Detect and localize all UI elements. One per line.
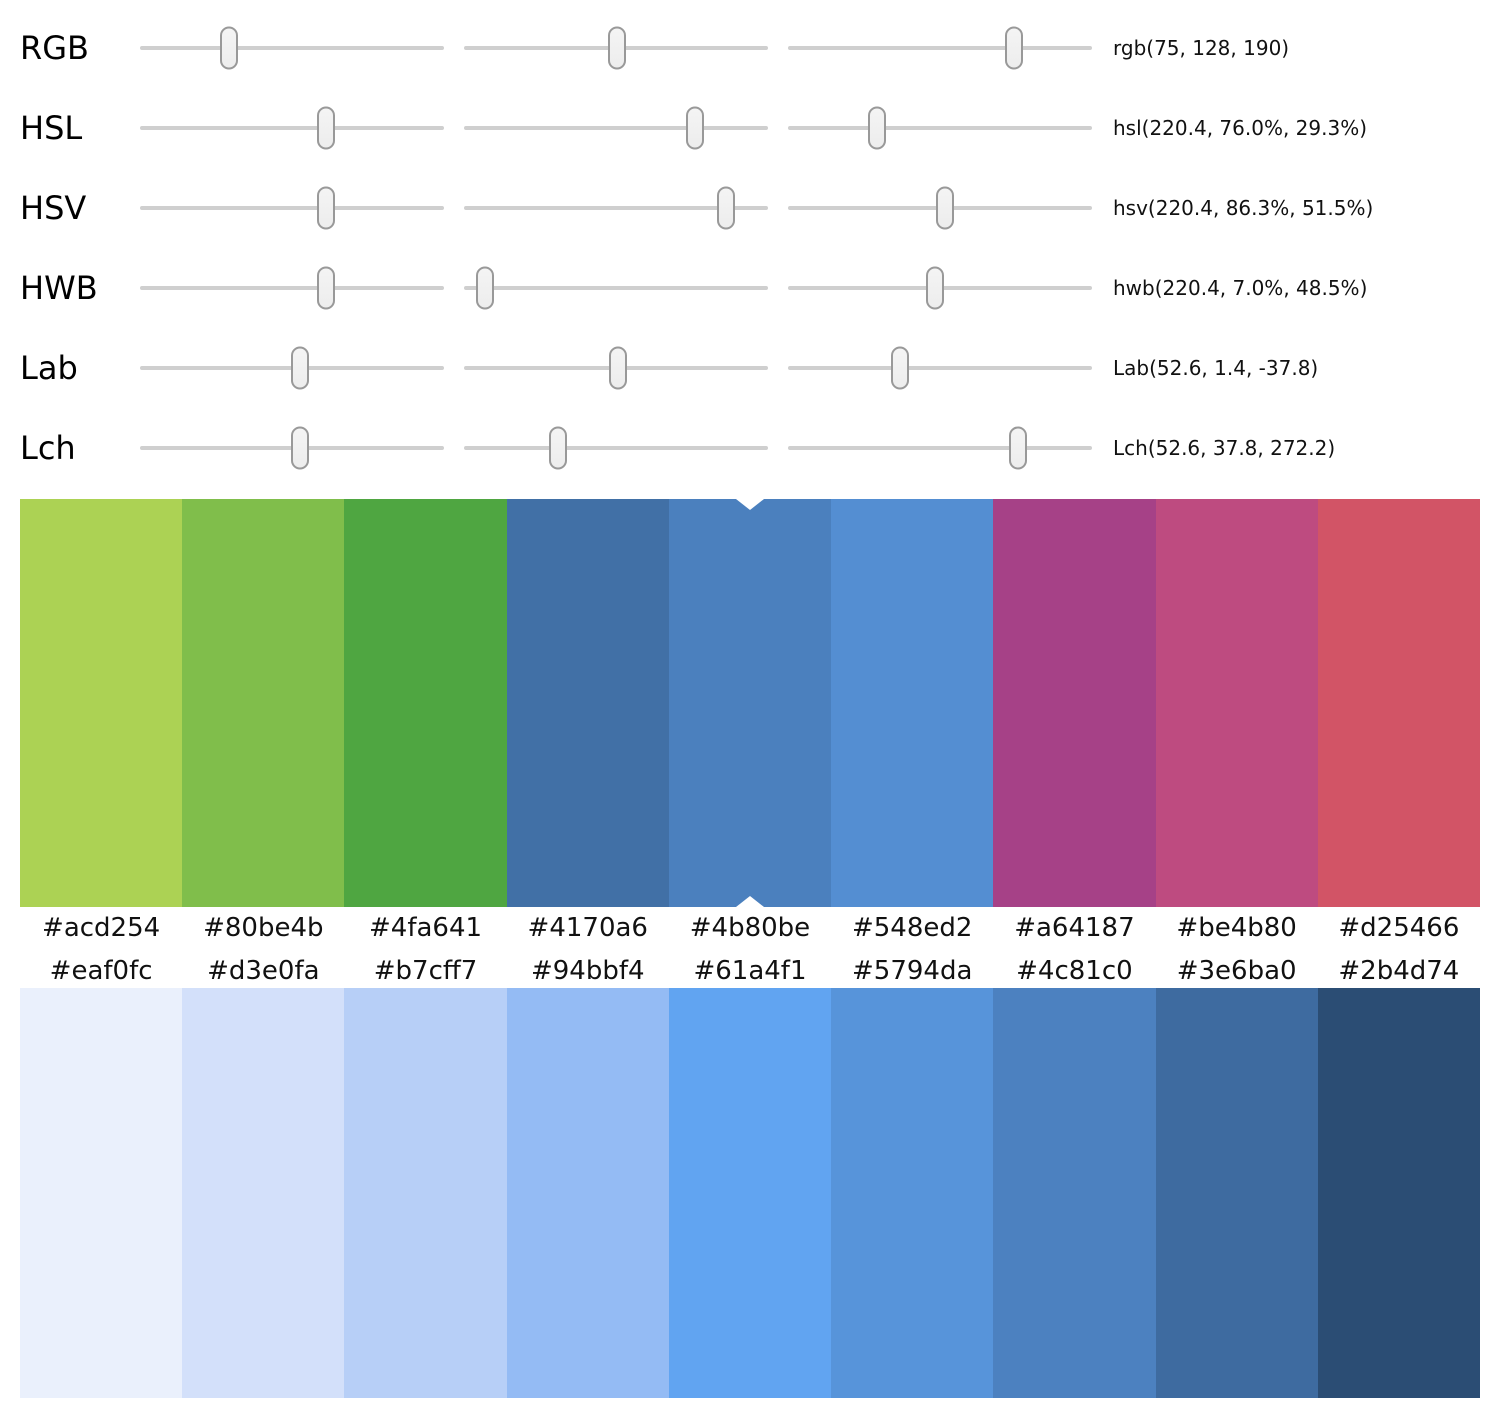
slider-track-hsv-3[interactable] bbox=[788, 186, 1092, 230]
scale-swatch-2[interactable] bbox=[344, 988, 507, 1398]
slider-track-hsv-1[interactable] bbox=[140, 186, 444, 230]
hue-hex-label-2: #4fa641 bbox=[369, 913, 483, 943]
hue-hex-label-8: #d25466 bbox=[1338, 913, 1460, 943]
slider-track-hwb-1[interactable] bbox=[140, 266, 444, 310]
selection-notch-bottom-icon bbox=[735, 896, 764, 907]
slider-row-value: hwb(220.4, 7.0%, 48.5%) bbox=[1113, 276, 1368, 300]
slider-track-hwb-3[interactable] bbox=[788, 266, 1092, 310]
hue-swatch-3[interactable] bbox=[506, 499, 669, 907]
slider-row-rgb: RGB rgb(75, 128, 190) bbox=[0, 8, 1501, 88]
slider-row-label: Lab bbox=[20, 349, 78, 387]
slider-row-hwb: HWB hwb(220.4, 7.0%, 48.5%) bbox=[0, 248, 1501, 328]
hue-swatch-2[interactable] bbox=[344, 499, 507, 907]
scale-swatch-7[interactable] bbox=[1155, 988, 1318, 1398]
hue-swatch-1[interactable] bbox=[182, 499, 345, 907]
scale-hex-label-5: #5794da bbox=[852, 956, 973, 986]
scale-swatch-6[interactable] bbox=[993, 988, 1156, 1398]
slider-track-rgb-2[interactable] bbox=[464, 26, 768, 70]
hue-palette-labels: #acd254 #80be4b #4fa641 #4170a6 #4b80be #548e… bbox=[20, 906, 1480, 950]
hue-swatch-4[interactable] bbox=[668, 499, 832, 907]
slider-row-value: hsl(220.4, 76.0%, 29.3%) bbox=[1113, 116, 1368, 140]
slider-thumb-lch-3[interactable] bbox=[1008, 426, 1027, 470]
slider-track-rgb-3[interactable] bbox=[788, 26, 1092, 70]
scale-hex-label-7: #3e6ba0 bbox=[1176, 956, 1297, 986]
slider-thumb-rgb-1[interactable] bbox=[220, 26, 239, 70]
slider-row-value: rgb(75, 128, 190) bbox=[1113, 36, 1290, 60]
slider-track-hsl-2[interactable] bbox=[464, 106, 768, 150]
slider-thumb-lch-1[interactable] bbox=[290, 426, 309, 470]
slider-thumb-lab-2[interactable] bbox=[608, 346, 627, 390]
slider-row-value: Lab(52.6, 1.4, -37.8) bbox=[1113, 356, 1319, 380]
hue-hex-label-7: #be4b80 bbox=[1176, 913, 1297, 943]
slider-thumb-lab-1[interactable] bbox=[290, 346, 309, 390]
slider-thumb-hwb-3[interactable] bbox=[926, 266, 945, 310]
hue-hex-label-5: #548ed2 bbox=[851, 913, 973, 943]
scale-hex-label-0: #eaf0fc bbox=[49, 956, 153, 986]
hue-swatch-6[interactable] bbox=[993, 499, 1156, 907]
scale-hex-label-2: #b7cff7 bbox=[373, 956, 478, 986]
slider-row-value: Lch(52.6, 37.8, 272.2) bbox=[1113, 436, 1336, 460]
scale-swatch-0[interactable] bbox=[20, 988, 183, 1398]
slider-track-lab-3[interactable] bbox=[788, 346, 1092, 390]
hue-hex-label-1: #80be4b bbox=[203, 913, 324, 943]
scale-swatch-3[interactable] bbox=[506, 988, 669, 1398]
slider-thumb-rgb-3[interactable] bbox=[1005, 26, 1024, 70]
slider-row-label: RGB bbox=[20, 29, 89, 67]
scale-hex-label-4: #61a4f1 bbox=[693, 956, 807, 986]
slider-row-label: Lch bbox=[20, 429, 76, 467]
hue-swatch-7[interactable] bbox=[1155, 499, 1318, 907]
slider-track-lab-1[interactable] bbox=[140, 346, 444, 390]
slider-thumb-hsv-1[interactable] bbox=[317, 186, 336, 230]
slider-row-lch: Lch Lch(52.6, 37.8, 272.2) bbox=[0, 408, 1501, 488]
slider-thumb-lch-2[interactable] bbox=[548, 426, 567, 470]
slider-thumb-hsl-2[interactable] bbox=[686, 106, 705, 150]
slider-thumb-hwb-2[interactable] bbox=[476, 266, 495, 310]
slider-row-label: HWB bbox=[20, 269, 98, 307]
scale-swatch-8[interactable] bbox=[1317, 988, 1480, 1398]
slider-track-hsl-3[interactable] bbox=[788, 106, 1092, 150]
slider-thumb-hsv-3[interactable] bbox=[935, 186, 954, 230]
scale-palette bbox=[20, 988, 1480, 1398]
hue-swatch-8[interactable] bbox=[1317, 499, 1480, 907]
hue-swatch-5[interactable] bbox=[831, 499, 994, 907]
slider-track-lab-2[interactable] bbox=[464, 346, 768, 390]
hue-hex-label-3: #4170a6 bbox=[527, 913, 648, 943]
hue-hex-label-4: #4b80be bbox=[689, 913, 811, 943]
slider-thumb-lab-3[interactable] bbox=[890, 346, 909, 390]
slider-track-lch-3[interactable] bbox=[788, 426, 1092, 470]
selection-notch-top-icon bbox=[735, 499, 764, 510]
slider-thumb-hwb-1[interactable] bbox=[317, 266, 336, 310]
slider-panel: RGB rgb(75, 128, 190) HSL hsl(220.4, 76.0%,… bbox=[0, 0, 1501, 495]
scale-hex-label-3: #94bbf4 bbox=[530, 956, 645, 986]
slider-row-label: HSV bbox=[20, 189, 87, 227]
slider-track-hsv-2[interactable] bbox=[464, 186, 768, 230]
slider-thumb-hsl-3[interactable] bbox=[868, 106, 887, 150]
scale-hex-label-1: #d3e0fa bbox=[207, 956, 320, 986]
hue-hex-label-6: #a64187 bbox=[1014, 913, 1135, 943]
slider-thumb-rgb-2[interactable] bbox=[607, 26, 626, 70]
slider-row-label: HSL bbox=[20, 109, 83, 147]
hue-palette bbox=[20, 499, 1480, 907]
slider-row-lab: Lab Lab(52.6, 1.4, -37.8) bbox=[0, 328, 1501, 408]
scale-hex-label-6: #4c81c0 bbox=[1016, 956, 1133, 986]
slider-track-lch-1[interactable] bbox=[140, 426, 444, 470]
hue-swatch-0[interactable] bbox=[20, 499, 183, 907]
slider-thumb-hsv-2[interactable] bbox=[717, 186, 736, 230]
slider-track-lch-2[interactable] bbox=[464, 426, 768, 470]
scale-palette-labels: #eaf0fc #d3e0fa #b7cff7 #94bbf4 #61a4f1 #5794… bbox=[20, 954, 1480, 988]
slider-track-hsl-1[interactable] bbox=[140, 106, 444, 150]
scale-swatch-4[interactable] bbox=[668, 988, 832, 1398]
scale-swatch-5[interactable] bbox=[831, 988, 994, 1398]
slider-row-hsl: HSL hsl(220.4, 76.0%, 29.3%) bbox=[0, 88, 1501, 168]
slider-row-value: hsv(220.4, 86.3%, 51.5%) bbox=[1113, 196, 1374, 220]
slider-track-rgb-1[interactable] bbox=[140, 26, 444, 70]
hue-hex-label-0: #acd254 bbox=[42, 913, 161, 943]
scale-hex-label-8: #2b4d74 bbox=[1338, 956, 1460, 986]
scale-swatch-1[interactable] bbox=[182, 988, 345, 1398]
slider-track-hwb-2[interactable] bbox=[464, 266, 768, 310]
slider-thumb-hsl-1[interactable] bbox=[317, 106, 336, 150]
slider-row-hsv: HSV hsv(220.4, 86.3%, 51.5%) bbox=[0, 168, 1501, 248]
